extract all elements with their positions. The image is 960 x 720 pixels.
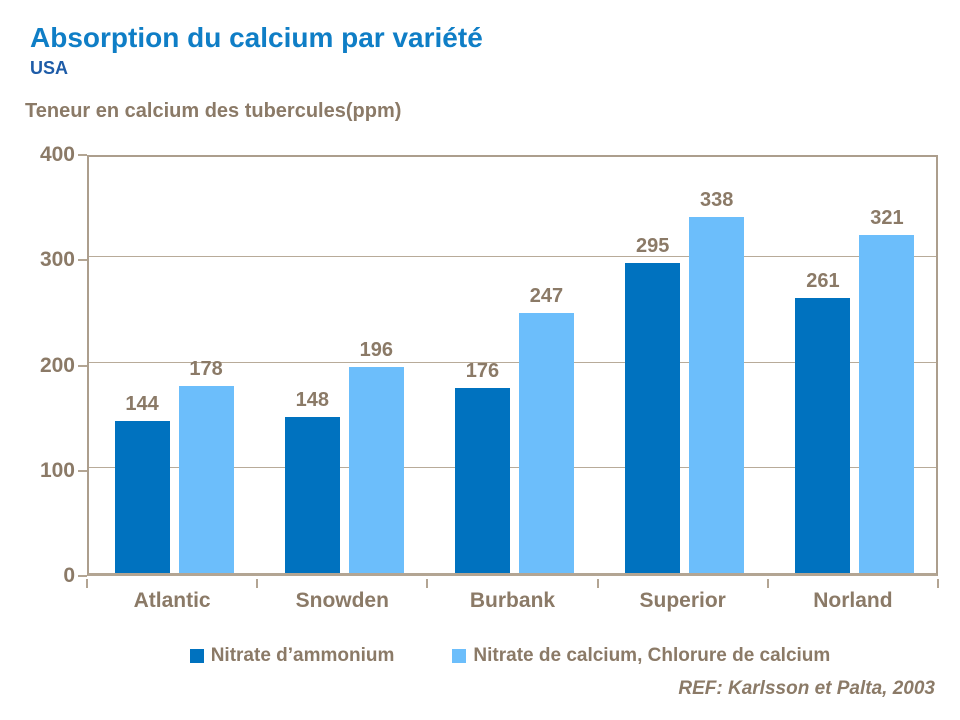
x-tick-label-snowden: Snowden <box>295 589 389 612</box>
bar-series-2-norland: 321 <box>859 207 915 573</box>
y-tick-label-300: 300 <box>39 248 75 272</box>
x-tick-mark-1 <box>256 579 259 588</box>
y-axis-labels: 0 100 200 300 400 <box>0 0 75 720</box>
bar-value-label: 247 <box>529 285 564 308</box>
x-tick-label-burbank: Burbank <box>469 589 556 612</box>
legend-swatch-dark-blue <box>189 649 204 663</box>
bar-group-atlantic: 144 178 <box>89 152 259 573</box>
legend-swatch-light-blue <box>452 649 467 663</box>
x-tick-mark-5 <box>937 579 939 588</box>
bar-value-label: 196 <box>359 338 393 361</box>
bar-series-1-snowden: 148 <box>284 389 340 573</box>
bar-value-label: 295 <box>636 234 670 257</box>
bar-series-1-superior: 295 <box>625 235 681 573</box>
legend: Nitrate d’ammonium Nitrate de calcium, C… <box>0 645 960 667</box>
legend-item-series-2: Nitrate de calcium, Chlorure de calcium <box>452 645 830 667</box>
legend-label-series-1: Nitrate d’ammonium <box>210 645 395 666</box>
y-tick-label-200: 200 <box>39 353 75 377</box>
x-tick-mark-0 <box>86 579 88 588</box>
x-tick-label-superior: Superior <box>639 589 726 612</box>
y-axis-title: Teneur en calcium des tubercules(ppm) <box>25 100 402 122</box>
bar-group-norland: 261 321 <box>770 152 940 573</box>
y-tick-mark-0 <box>78 575 87 577</box>
bar-value-label: 178 <box>189 357 223 380</box>
y-tick-label-100: 100 <box>39 458 75 482</box>
bar-series-1-norland: 261 <box>795 270 851 573</box>
bar-value-label: 338 <box>700 189 734 212</box>
bar-group-snowden: 148 196 <box>259 152 429 573</box>
y-tick-mark-400 <box>78 154 87 156</box>
gridline-200 <box>89 361 936 363</box>
gridline-300 <box>89 256 936 258</box>
bar-series-1-atlantic: 144 <box>114 393 170 573</box>
bar-group-burbank: 176 247 <box>429 152 599 573</box>
chart-subtitle: USA <box>30 58 69 78</box>
x-tick-label-atlantic: Atlantic <box>133 589 211 612</box>
bar-value-label: 148 <box>295 389 329 412</box>
reference-citation: REF: Karlsson et Palta, 2003 <box>678 678 935 699</box>
bar-group-superior: 295 338 <box>600 152 770 573</box>
bar-value-label: 144 <box>125 393 159 416</box>
x-tick-mark-3 <box>596 579 599 588</box>
x-tick-mark-2 <box>426 579 429 588</box>
x-tick-label-norland: Norland <box>813 589 893 612</box>
bar-series-2-superior: 338 <box>689 189 745 573</box>
y-tick-mark-300 <box>78 259 87 262</box>
x-axis-labels: Atlantic Snowden Burbank Superior Norland <box>87 588 938 618</box>
bar-value-label: 321 <box>870 207 904 230</box>
plot-area: 144 178 148 196 176 247 295 338 261 321 <box>87 155 938 576</box>
legend-label-series-2: Nitrate de calcium, Chlorure de calcium <box>473 645 831 666</box>
y-tick-mark-100 <box>78 469 87 472</box>
y-tick-label-0: 0 <box>63 564 75 587</box>
bar-value-label: 176 <box>465 359 500 382</box>
y-tick-mark-200 <box>78 364 87 367</box>
gridline-100 <box>89 466 936 468</box>
x-tick-mark-4 <box>766 579 769 588</box>
y-tick-label-400: 400 <box>39 143 75 166</box>
legend-item-series-1: Nitrate d’ammonium <box>189 645 395 667</box>
bar-value-label: 261 <box>806 270 840 293</box>
bar-series-2-burbank: 247 <box>518 285 574 573</box>
chart-title: Absorption du calcium par variété <box>30 22 483 53</box>
bar-series-2-atlantic: 178 <box>178 358 234 573</box>
bar-series-1-burbank: 176 <box>454 360 510 573</box>
bar-series-2-snowden: 196 <box>348 339 404 573</box>
